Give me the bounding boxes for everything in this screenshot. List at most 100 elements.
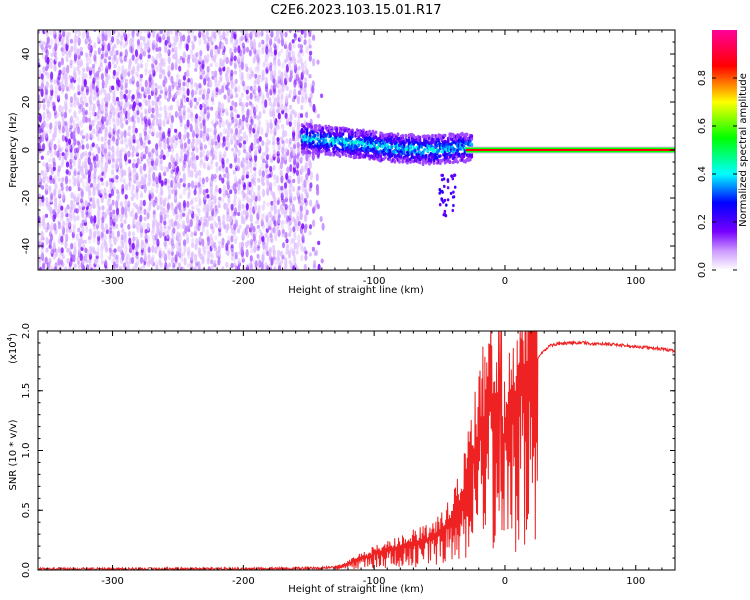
heatmap-cell [108, 61, 112, 70]
heatmap-cell [172, 134, 176, 144]
heatmap-cell [256, 253, 260, 259]
heatmap-cell [230, 69, 234, 77]
heatmap-cell [140, 63, 144, 69]
heatmap-cell [112, 209, 116, 215]
heatmap-cell [421, 151, 425, 155]
heatmap-cell [96, 98, 100, 104]
heatmap-cell [169, 104, 173, 111]
heatmap-cell [429, 158, 433, 163]
heatmap-cell [166, 116, 170, 124]
heatmap-cell [134, 236, 138, 241]
heatmap-cell [127, 224, 131, 230]
heatmap-cell [225, 119, 229, 126]
heatmap-cell [76, 48, 80, 55]
heatmap-cell [116, 146, 120, 154]
heatmap-cell [87, 117, 91, 123]
heatmap-cell [41, 242, 45, 249]
heatmap-cell [264, 76, 268, 85]
heatmap-cell [76, 140, 80, 146]
heatmap-cell [177, 262, 181, 269]
heatmap-cell [288, 175, 292, 180]
heatmap-cell [103, 187, 107, 196]
heatmap-cell [52, 178, 56, 185]
heatmap-cell [131, 162, 136, 169]
heatmap-cell [147, 253, 151, 261]
heatmap-cell [178, 78, 182, 84]
heatmap-cell [470, 142, 474, 147]
heatmap-cell [191, 43, 195, 51]
heatmap-cell [87, 169, 91, 178]
heatmap-cell [91, 196, 95, 206]
heatmap-cell [67, 170, 71, 176]
heatmap-cell [141, 86, 145, 93]
heatmap-cell [234, 30, 238, 35]
heatmap-cell [193, 82, 198, 88]
heatmap-cell [156, 32, 160, 37]
heatmap-cell [177, 181, 181, 190]
heatmap-cell [72, 131, 76, 140]
heatmap-cell [232, 170, 236, 175]
snr-ylabel: SNR (10 * v/v) [8, 419, 19, 490]
heatmap-cell [159, 185, 163, 191]
heatmap-cell [181, 266, 185, 270]
heatmap-cell [232, 151, 236, 158]
heatmap-cell [112, 69, 116, 76]
heatmap-cell [272, 191, 276, 200]
heatmap-cell [92, 103, 96, 112]
heatmap-cell [180, 98, 184, 103]
heatmap-cell [163, 224, 167, 229]
heatmap-cell [60, 111, 64, 117]
heatmap-cell [272, 135, 276, 144]
heatmap-cell [218, 231, 222, 237]
heatmap-cell [60, 224, 64, 230]
heatmap-cell [48, 185, 52, 192]
heatmap-cell [292, 149, 296, 157]
heatmap-cell [198, 251, 202, 258]
heatmap-cell [143, 251, 147, 256]
heatmap-cell [229, 163, 233, 169]
heatmap-cell [148, 259, 152, 265]
heatmap-cell [101, 79, 105, 89]
heatmap-cell [46, 150, 50, 156]
heatmap-cell [237, 45, 241, 54]
heatmap-cell [272, 165, 276, 171]
heatmap-cell [164, 91, 168, 100]
heatmap-cell [131, 36, 135, 42]
heatmap-cell [95, 257, 99, 263]
heatmap-cell [143, 115, 147, 125]
heatmap-cell [170, 30, 174, 35]
heatmap-cell [138, 102, 142, 107]
heatmap-cell [48, 260, 52, 269]
heatmap-cell [38, 173, 42, 182]
heatmap-cell [119, 51, 123, 57]
heatmap-cell [288, 138, 292, 145]
heatmap-cell [182, 188, 186, 195]
heatmap-cell [237, 149, 241, 157]
heatmap-cell [109, 227, 113, 234]
heatmap-cell [61, 254, 65, 259]
heatmap-cell [440, 197, 444, 201]
heatmap-cell [308, 74, 312, 79]
heatmap-cell [214, 184, 219, 193]
heatmap-cell [264, 232, 268, 238]
heatmap-cell [53, 143, 57, 151]
heatmap-cell [158, 35, 162, 43]
heatmap-cell [166, 182, 170, 189]
heatmap-cell [50, 84, 54, 91]
heatmap-cell [307, 158, 311, 167]
heatmap-cell [65, 185, 69, 192]
heatmap-cell [206, 106, 210, 111]
heatmap-cell [139, 190, 143, 196]
heatmap-cell [195, 237, 199, 246]
heatmap-cell [140, 152, 144, 157]
heatmap-cell [138, 92, 142, 100]
heatmap-cell [152, 30, 156, 34]
heatmap-cell [120, 59, 124, 64]
heatmap-cell [42, 120, 46, 128]
heatmap-cell [103, 39, 107, 48]
heatmap-cell [284, 257, 288, 266]
heatmap-cell [187, 78, 191, 83]
heatmap-cell [305, 45, 309, 54]
heatmap-cell [77, 204, 81, 211]
heatmap-cell [449, 191, 453, 195]
